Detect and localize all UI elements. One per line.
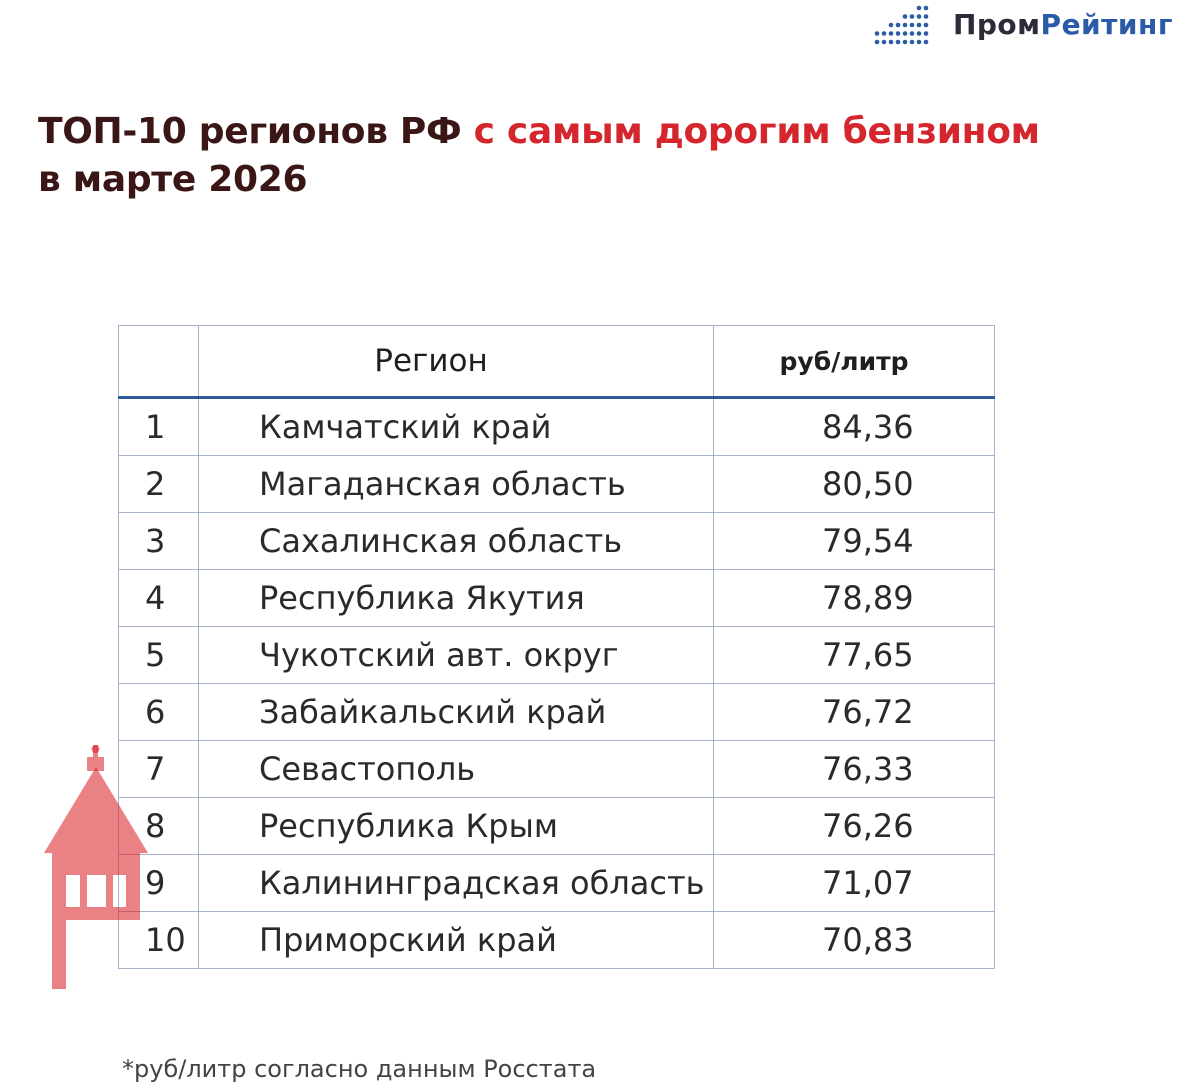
table-row: 5 Чукотский авт. округ 77,65 [118, 626, 995, 684]
logo-dot [895, 39, 901, 45]
brand-name-part2: Рейтинг [1040, 7, 1173, 41]
row-region: Камчатский край [198, 397, 714, 456]
header-region: Регион [198, 325, 714, 399]
logo-dot [923, 39, 929, 45]
logo-dot [916, 31, 922, 36]
logo-dot [909, 22, 915, 28]
row-rank: 1 [118, 397, 199, 456]
row-rank: 6 [118, 683, 199, 741]
row-rank: 8 [118, 797, 199, 855]
table-header-row: Регион руб/литр [118, 325, 995, 399]
logo-dot [916, 5, 922, 11]
table-row: 9 Калининградская область 71,07 [118, 854, 995, 912]
row-price: 80,50 [713, 455, 995, 513]
logo-dot [916, 39, 922, 45]
logo-dot [923, 14, 929, 19]
table-row: 7 Севастополь 76,33 [118, 740, 995, 798]
footnote: *руб/литр согласно данным Росстата [122, 1055, 597, 1083]
logo-dot [909, 14, 915, 19]
row-price: 79,54 [713, 512, 995, 570]
row-rank: 4 [118, 569, 199, 627]
row-region: Севастополь [198, 740, 714, 798]
table-row: 6 Забайкальский край 76,72 [118, 683, 995, 741]
logo-dot [895, 31, 901, 36]
page-title: ТОП-10 регионов РФ с самым дорогим бензи… [38, 108, 1158, 204]
logo-dot [888, 39, 894, 45]
logo-dot [895, 22, 901, 28]
logo-dot [923, 31, 929, 36]
row-region: Забайкальский край [198, 683, 714, 741]
row-rank: 2 [118, 455, 199, 513]
row-price: 71,07 [713, 854, 995, 912]
row-price: 76,26 [713, 797, 995, 855]
logo-dot [902, 14, 908, 19]
row-region: Магаданская область [198, 455, 714, 513]
logo-dot [902, 31, 908, 36]
title-plain: ТОП-10 регионов РФ [38, 111, 462, 152]
dot-grid-logo-icon [874, 5, 929, 45]
logo-dot [923, 5, 929, 11]
row-region: Сахалинская область [198, 512, 714, 570]
logo-dot [923, 22, 929, 28]
row-region: Приморский край [198, 911, 714, 969]
table-row: 2 Магаданская область 80,50 [118, 455, 995, 513]
logo-dot [902, 22, 908, 28]
row-price: 78,89 [713, 569, 995, 627]
row-rank: 7 [118, 740, 199, 798]
header-rank [118, 325, 199, 399]
row-region: Чукотский авт. округ [198, 626, 714, 684]
row-rank: 9 [118, 854, 199, 912]
row-price: 76,72 [713, 683, 995, 741]
logo-dot [874, 39, 880, 45]
row-region: Республика Якутия [198, 569, 714, 627]
row-price: 76,33 [713, 740, 995, 798]
logo-dot [916, 14, 922, 19]
row-price: 84,36 [713, 397, 995, 456]
title-second-line: в марте 2026 [38, 159, 308, 200]
brand-name-part1: Пром [952, 7, 1041, 41]
logo: ПромРейтинг [873, 2, 1173, 46]
logo-dot [874, 31, 880, 36]
logo-dot [881, 31, 887, 36]
row-price: 77,65 [713, 626, 995, 684]
table-row: 8 Республика Крым 76,26 [118, 797, 995, 855]
row-rank: 10 [118, 911, 199, 969]
title-accent: с самым дорогим бензином [473, 111, 1040, 152]
logo-dot [916, 22, 922, 28]
table-row: 1 Камчатский край 84,36 [118, 397, 995, 456]
row-region: Республика Крым [198, 797, 714, 855]
table-row: 3 Сахалинская область 79,54 [118, 512, 995, 570]
logo-dot [888, 31, 894, 36]
row-region: Калининградская область [198, 854, 714, 912]
row-rank: 5 [118, 626, 199, 684]
brand-name: ПромРейтинг [953, 8, 1173, 41]
logo-dot [881, 39, 887, 45]
row-rank: 3 [118, 512, 199, 570]
row-price: 70,83 [713, 911, 995, 969]
table-row: 10 Приморский край 70,83 [118, 911, 995, 969]
header-price: руб/литр [713, 325, 995, 399]
logo-dot [909, 31, 915, 36]
logo-dot [888, 22, 894, 28]
logo-dot [909, 39, 915, 45]
price-table: Регион руб/литр 1 Камчатский край 84,36 2 Ма… [118, 325, 995, 969]
table-row: 4 Республика Якутия 78,89 [118, 569, 995, 627]
logo-dot [902, 39, 908, 45]
